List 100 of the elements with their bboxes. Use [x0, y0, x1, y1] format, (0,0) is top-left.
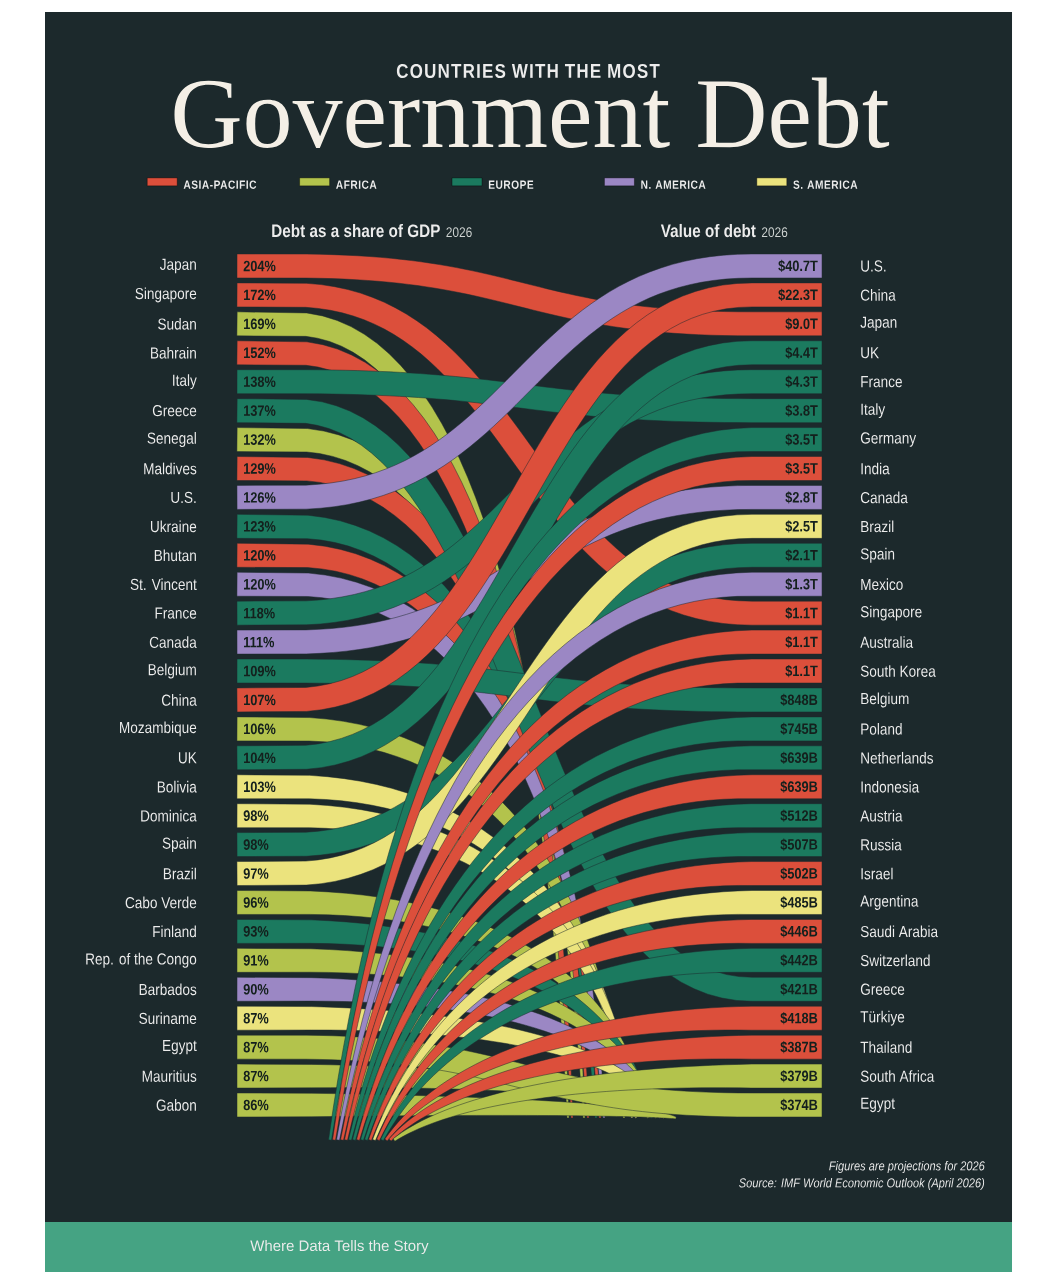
data-label: 107%: [244, 694, 276, 706]
text: COUNTRIES WITH THE MOST: [396, 63, 660, 79]
data-label: 169%: [244, 318, 276, 330]
category-label: Austria: [860, 809, 903, 822]
legend-label: EUROPE: [488, 180, 534, 189]
category-label: Argentina: [860, 895, 919, 910]
data-label: $502B: [780, 867, 818, 880]
category-label: Greece: [152, 404, 197, 417]
category-label: Bhutan: [154, 549, 196, 562]
data-label: $3.5T: [785, 433, 818, 446]
category-label: U.S.: [171, 491, 196, 504]
data-label: $1.1T: [785, 607, 818, 620]
category-label: Germany: [860, 432, 917, 447]
data-label: 109%: [244, 665, 276, 677]
data-label: 97%: [243, 868, 269, 879]
source-note: Source: IMF World Economic Outlook (April 2026): [739, 1177, 985, 1191]
category-label: Belgium: [148, 663, 196, 679]
category-label: U.S.: [861, 260, 886, 272]
category-label: Thailand: [860, 1041, 912, 1054]
data-label: $639B: [780, 751, 818, 764]
data-label: $3.5T: [785, 462, 818, 475]
data-label: $446B: [780, 925, 818, 938]
category-label: Japan: [159, 258, 196, 274]
category-label: Spain: [860, 547, 895, 563]
data-label: $22.3T: [778, 288, 818, 302]
category-label: Italy: [173, 374, 197, 390]
category-label: Suriname: [139, 1012, 197, 1025]
category-label: Poland: [861, 723, 902, 735]
text: Where Data Tells the Story: [250, 1240, 429, 1254]
data-label: 204%: [243, 260, 276, 272]
category-label: Canada: [860, 491, 908, 504]
legend-label: N. AMERICA: [641, 180, 706, 189]
data-label: $40.7T: [778, 259, 818, 273]
data-label: $485B: [780, 896, 818, 909]
data-label: 86%: [243, 1099, 269, 1111]
data-label: $512B: [780, 809, 818, 822]
category-label: Singapore: [860, 605, 922, 621]
data-label: 129%: [244, 463, 276, 474]
data-label: 106%: [244, 723, 276, 735]
category-label: Maldives: [144, 462, 197, 475]
data-label: 120%: [244, 549, 276, 561]
category-label: Brazil: [163, 867, 196, 880]
data-label: 126%: [244, 492, 276, 503]
data-label: 98%: [243, 839, 269, 850]
data-label: 91%: [243, 955, 269, 966]
data-label: $387B: [780, 1041, 818, 1054]
category-label: China: [161, 694, 197, 706]
data-label: $4.3T: [785, 375, 818, 388]
category-label: Egypt: [861, 1097, 895, 1113]
legend-label: ASIA-PACIFIC: [183, 180, 257, 189]
category-label: Singapore: [135, 287, 197, 303]
category-label: Gabon: [156, 1099, 196, 1111]
legend-label: AFRICA: [336, 180, 377, 189]
category-label: Russia: [861, 838, 902, 851]
data-label: 93%: [243, 926, 269, 937]
data-label: 96%: [243, 897, 269, 908]
category-label: Mauritius: [142, 1070, 197, 1082]
data-label: 87%: [243, 1012, 269, 1024]
data-label: 87%: [243, 1041, 269, 1053]
data-label: 172%: [244, 289, 276, 301]
category-label: Cabo Verde: [125, 896, 197, 909]
category-label: Greece: [860, 983, 905, 995]
category-label: Saudi Arabia: [860, 925, 939, 938]
text: Value of debt: [660, 223, 756, 238]
category-label: Ukraine: [150, 520, 197, 533]
data-label: 123%: [244, 521, 276, 532]
data-label: $3.8T: [785, 404, 818, 417]
data-label: $421B: [780, 983, 818, 996]
data-label: $1.1T: [785, 664, 818, 678]
category-label: Egypt: [163, 1039, 197, 1055]
legend-label: S. AMERICA: [793, 180, 858, 189]
category-label: Canada: [149, 636, 197, 648]
data-label: $2.8T: [785, 491, 818, 504]
category-label: Bolivia: [157, 780, 197, 793]
data-label: 118%: [244, 607, 275, 619]
category-label: South Africa: [860, 1070, 935, 1082]
data-label: 137%: [244, 405, 276, 416]
data-label: 152%: [244, 347, 276, 359]
data-label: 120%: [244, 578, 276, 590]
category-label: Mozambique: [120, 721, 197, 737]
data-label: $4.4T: [785, 346, 818, 359]
data-label: $9.0T: [785, 317, 818, 330]
data-label: $374B: [780, 1098, 818, 1112]
data-label: $2.1T: [785, 549, 818, 562]
category-label: China: [860, 289, 896, 301]
text: 2026: [446, 227, 472, 238]
category-label: Indonesia: [861, 780, 920, 793]
data-label: 90%: [243, 983, 269, 995]
data-label: $507B: [780, 838, 818, 851]
data-label: $418B: [780, 1012, 818, 1025]
text: Debt as a share of GDP: [272, 223, 440, 238]
category-label: Bahrain: [151, 346, 196, 359]
category-label: South Korea: [860, 665, 936, 677]
category-label: Sudan: [158, 317, 196, 330]
data-label: 98%: [243, 810, 269, 821]
data-label: $848B: [780, 693, 818, 707]
data-label: 111%: [244, 636, 275, 648]
category-label: Türkiye: [860, 1010, 905, 1026]
category-label: Finland: [153, 925, 196, 938]
category-label: Spain: [162, 837, 196, 853]
